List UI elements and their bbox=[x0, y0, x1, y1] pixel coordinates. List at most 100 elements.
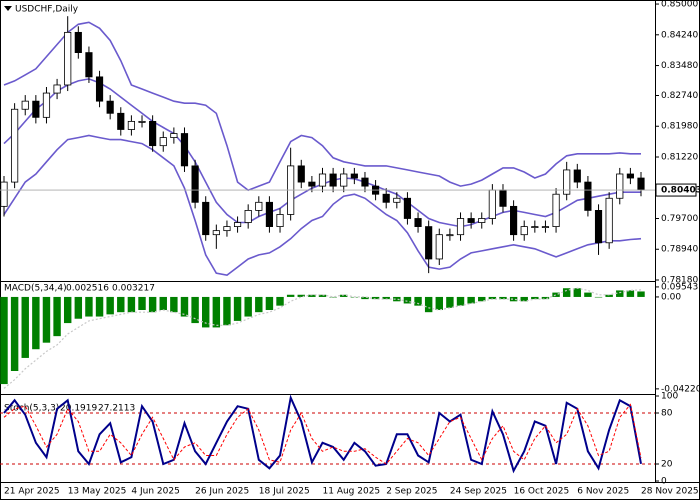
macd-bar bbox=[223, 296, 231, 326]
y-tick-label: 0.78940 bbox=[661, 245, 698, 255]
macd-bar bbox=[478, 296, 486, 302]
candle-body bbox=[541, 226, 550, 228]
macd-bar bbox=[520, 296, 528, 302]
candle-body bbox=[255, 201, 263, 211]
candle-body bbox=[393, 197, 401, 203]
y-tick-label: 0.09543 bbox=[661, 282, 698, 292]
y-tick-label: 0.78180 bbox=[661, 276, 698, 286]
stoch-title: Stoch(5,3,3) bbox=[4, 404, 59, 414]
stoch-line bbox=[3, 403, 642, 465]
candle-body bbox=[149, 120, 157, 147]
macd-bar bbox=[117, 296, 125, 313]
macd-bar bbox=[233, 296, 242, 321]
candle-body bbox=[212, 230, 220, 236]
candle-body bbox=[605, 197, 613, 244]
candle-body bbox=[563, 169, 571, 195]
y-tick-label: 0.84240 bbox=[661, 30, 698, 40]
y-tick-label: 0.79700 bbox=[661, 214, 698, 224]
candle-body bbox=[361, 177, 369, 187]
candle-body bbox=[340, 173, 348, 187]
candle-body bbox=[499, 189, 507, 207]
macd-bar bbox=[244, 296, 252, 317]
last-price-box bbox=[655, 183, 697, 197]
macd-bar bbox=[446, 296, 454, 308]
y-tick-label: 20 bbox=[661, 460, 673, 470]
macd-bar bbox=[255, 296, 263, 313]
candle-body bbox=[350, 173, 358, 179]
bollinger-band bbox=[3, 21, 641, 192]
candle-body bbox=[127, 120, 135, 130]
macd-bar bbox=[10, 296, 19, 371]
x-tick-label: 2 Sep 2025 bbox=[386, 487, 437, 497]
candle-body bbox=[414, 218, 422, 227]
macd-bar bbox=[626, 290, 635, 297]
candle-body bbox=[159, 137, 167, 147]
macd-bar bbox=[467, 296, 475, 304]
macd-bar bbox=[531, 296, 539, 300]
macd-bar bbox=[159, 296, 167, 311]
macd-bar bbox=[127, 296, 136, 313]
candle-body bbox=[297, 165, 305, 183]
candle-body bbox=[318, 173, 327, 187]
candle-body bbox=[32, 100, 40, 118]
x-tick-label: 4 Jun 2025 bbox=[131, 487, 179, 497]
macd-bar bbox=[21, 296, 29, 358]
y-tick-label: 0.00 bbox=[661, 292, 681, 302]
candle-body bbox=[573, 169, 581, 183]
candle-body bbox=[616, 173, 624, 199]
macd-bar bbox=[148, 296, 157, 313]
candle-body bbox=[106, 100, 114, 114]
y-tick-label: 0.81220 bbox=[661, 152, 698, 162]
macd-bar bbox=[573, 288, 582, 297]
candle-body bbox=[435, 234, 443, 260]
macd-bar bbox=[191, 296, 199, 324]
macd-bar bbox=[616, 290, 624, 297]
stoch-value: 20.1919 bbox=[60, 404, 97, 414]
candle-body bbox=[403, 197, 412, 219]
macd-bar bbox=[308, 294, 316, 297]
macd-bar bbox=[202, 296, 210, 328]
macd-header: MACD(5,34,4) 0.002516 0.003217 bbox=[4, 284, 155, 294]
macd-bar bbox=[138, 296, 146, 311]
macd-bar bbox=[605, 294, 613, 297]
macd-bar bbox=[32, 296, 40, 350]
y-tick-label: 100 bbox=[661, 392, 678, 402]
candle-body bbox=[510, 205, 518, 236]
candle-body bbox=[329, 173, 337, 187]
candle-body bbox=[53, 84, 61, 94]
candle-body bbox=[520, 226, 528, 236]
candle-body bbox=[446, 234, 454, 237]
macd-bar bbox=[435, 296, 443, 311]
y-tick-label: 0.81980 bbox=[661, 122, 698, 132]
x-tick-label: 28 Nov 2025 bbox=[641, 487, 699, 497]
macd-bar bbox=[594, 296, 603, 298]
macd-bar bbox=[361, 296, 369, 300]
candle-body bbox=[180, 133, 189, 167]
macd-signal bbox=[3, 287, 642, 389]
macd-bar bbox=[509, 296, 518, 302]
candle-body bbox=[637, 177, 645, 191]
macd-bar bbox=[106, 296, 114, 315]
candle-body bbox=[425, 226, 433, 260]
candle-body bbox=[265, 201, 274, 227]
candle-body bbox=[64, 31, 72, 86]
macd-bar bbox=[63, 296, 72, 324]
x-tick-label: 24 Sep 2025 bbox=[450, 487, 507, 497]
macd-bar bbox=[424, 296, 433, 313]
x-tick-label: 16 Oct 2025 bbox=[514, 487, 570, 497]
candle-body bbox=[308, 181, 316, 187]
candle-body bbox=[21, 100, 29, 110]
macd-bar bbox=[297, 294, 305, 297]
chart-title: USDCHF,Daily bbox=[15, 5, 79, 15]
macd-bar bbox=[318, 294, 327, 297]
macd-bar bbox=[403, 296, 412, 304]
stoch-line bbox=[3, 394, 642, 474]
macd-bar bbox=[85, 296, 93, 317]
candle-body bbox=[467, 218, 475, 223]
candle-body bbox=[223, 226, 231, 232]
candle-body bbox=[233, 222, 242, 227]
candle-body bbox=[0, 181, 8, 207]
bollinger-band bbox=[3, 134, 642, 276]
